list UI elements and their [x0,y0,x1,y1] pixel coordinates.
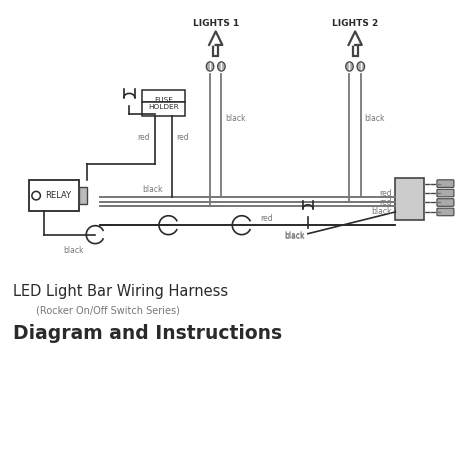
FancyBboxPatch shape [143,102,185,117]
Text: LIGHTS 1: LIGHTS 1 [192,19,239,28]
FancyBboxPatch shape [79,187,87,204]
Text: LED Light Bar Wiring Harness: LED Light Bar Wiring Harness [12,284,228,299]
Text: FUSE
HOLDER: FUSE HOLDER [148,97,179,110]
FancyBboxPatch shape [437,208,454,216]
Text: black: black [284,231,305,240]
FancyBboxPatch shape [213,45,218,56]
FancyBboxPatch shape [437,189,454,197]
Ellipse shape [357,62,365,71]
FancyBboxPatch shape [437,199,454,206]
Text: black: black [284,232,305,241]
Polygon shape [209,31,222,45]
FancyBboxPatch shape [395,178,424,220]
Ellipse shape [346,62,353,71]
FancyBboxPatch shape [29,180,79,211]
Text: red: red [137,133,150,142]
Text: black: black [143,184,163,193]
Text: RELAY: RELAY [46,191,72,200]
Ellipse shape [206,62,214,71]
Text: red: red [379,198,392,207]
Text: red: red [261,214,273,223]
Ellipse shape [218,62,225,71]
Text: LIGHTS 2: LIGHTS 2 [332,19,378,28]
Polygon shape [348,31,362,45]
FancyBboxPatch shape [143,91,185,102]
Text: Diagram and Instructions: Diagram and Instructions [12,324,282,343]
Text: black: black [371,208,392,217]
Text: red: red [176,133,189,142]
Text: (Rocker On/Off Switch Series): (Rocker On/Off Switch Series) [36,305,180,315]
Text: red: red [379,189,392,198]
FancyBboxPatch shape [353,45,358,56]
Text: black: black [225,114,246,123]
Text: black: black [64,246,84,255]
FancyBboxPatch shape [437,180,454,187]
Text: black: black [365,114,385,123]
